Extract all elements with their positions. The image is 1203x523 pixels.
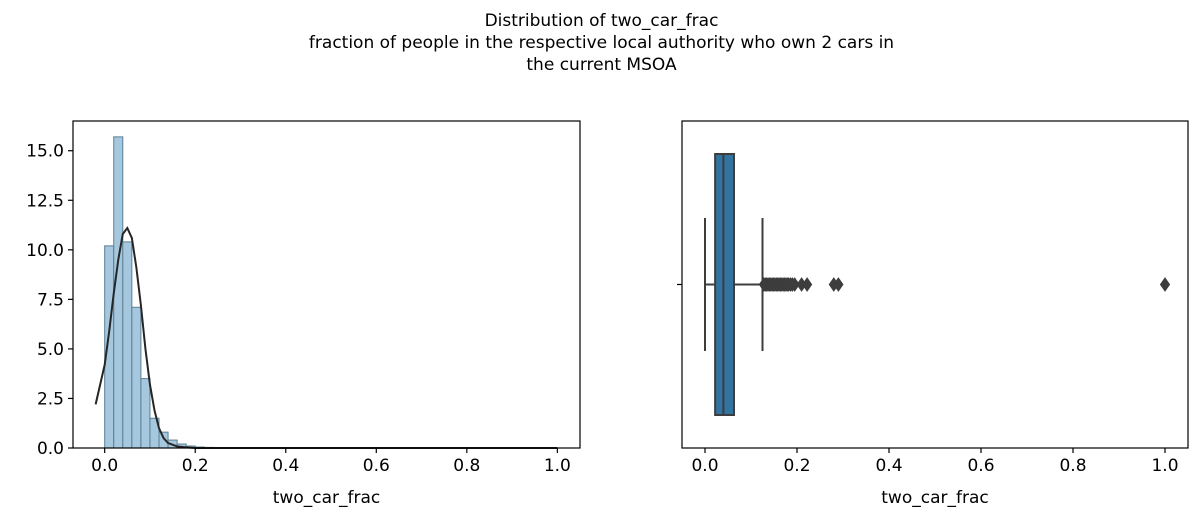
outlier-point [833,277,844,292]
x-tick-label: 0.8 [1059,456,1086,476]
y-tick-label: 7.5 [37,290,64,310]
x-tick-label: 0.6 [967,456,994,476]
x-axis-label: two_car_frac [881,488,988,508]
kde-line [94,226,558,449]
title-line-3: the current MSOA [526,55,677,75]
y-tick-label: 15.0 [26,142,64,162]
x-axis-label: two_car_frac [273,488,380,508]
x-tick-label: 0.6 [363,456,390,476]
histogram-bar [140,378,151,449]
x-tick-label: 1.0 [544,456,571,476]
x-tick-label: 0.0 [91,456,118,476]
y-tick-label: 12.5 [26,191,64,211]
histogram-plot: 0.0 0.2 0.4 0.6 0.8 1.0 0.0 2.5 5.0 7.5 10.0 12.5 15… [26,120,581,508]
y-tick-label: 2.5 [37,389,64,409]
histogram-bar [104,245,115,449]
histogram-bar [113,136,124,449]
outlier-point [789,277,800,292]
histogram-bar [158,431,169,449]
x-tick-label: 1.0 [1151,456,1178,476]
outlier-point [1159,277,1171,292]
x-tick-label: 0.4 [272,456,299,476]
title-line-1: Distribution of two_car_frac [484,11,719,31]
box-iqr [714,153,735,416]
outlier-point [802,277,813,292]
histogram-bar [122,241,133,449]
x-tick-label: 0.8 [453,456,480,476]
x-tick-label: 0.0 [691,456,718,476]
title-line-2: fraction of people in the respective loc… [308,33,895,53]
x-tick-label: 0.4 [875,456,902,476]
y-tick-label: 0.0 [37,439,64,459]
x-tick-label: 0.2 [182,456,209,476]
x-tick-label: 0.2 [783,456,810,476]
histogram-frame [72,120,581,449]
boxplot-plot: 0.0 0.2 0.4 0.6 0.8 1.0 two_car_frac [677,120,1189,508]
y-tick-label: 5.0 [37,340,64,360]
histogram-bar [131,306,142,449]
figure-title: Distribution of two_car_frac fraction of… [0,10,1203,76]
y-tick-label: 10.0 [26,241,64,261]
